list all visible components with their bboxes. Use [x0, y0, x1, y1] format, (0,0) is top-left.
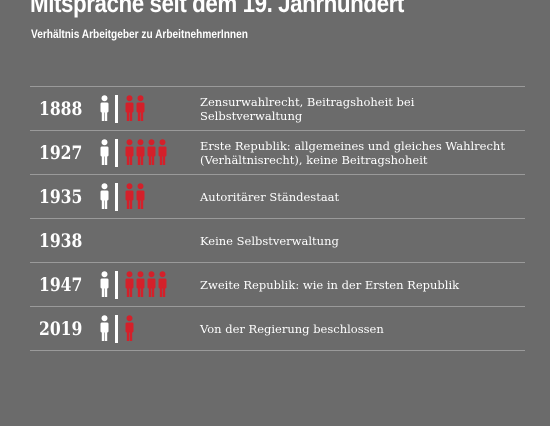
divider-bar-icon — [115, 271, 118, 299]
table-row: 1888 Zensurwahlrecht, Beitragshoheit bei… — [30, 86, 525, 130]
employee-person-icon — [158, 271, 167, 297]
row-year: 2019 — [39, 318, 83, 340]
row-description: Zweite Republik: wie in der Ersten Repub… — [200, 278, 460, 292]
page-subtitle: Verhältnis Arbeitgeber zu ArbeitnehmerIn… — [31, 29, 248, 41]
employee-person-icon — [125, 315, 134, 341]
ratio-icons — [100, 315, 185, 343]
employer-person-icon — [100, 315, 109, 341]
ratio-pictogram — [100, 139, 167, 167]
employee-person-icon — [136, 271, 145, 297]
table-row: 1927 Erste Republik: allgemeines und gle… — [30, 130, 525, 174]
ratio-pictogram — [100, 271, 167, 299]
ratio-icons — [100, 139, 185, 167]
row-year: 1935 — [39, 186, 83, 208]
table-row: 1938 Keine Selbstverwaltung — [30, 218, 525, 262]
row-year: 1938 — [39, 230, 83, 252]
employee-person-icon — [136, 95, 145, 121]
divider-bar-icon — [115, 95, 118, 123]
employer-person-icon — [100, 139, 109, 165]
employee-person-icon — [147, 271, 156, 297]
divider-bar-icon — [115, 183, 118, 211]
ratio-table: 1888 Zensurwahlrecht, Beitragshoheit bei… — [30, 86, 525, 351]
page-title: Mitsprache seit dem 19. Jahrhundert — [30, 0, 404, 18]
employer-person-icon — [100, 183, 109, 209]
row-description: Erste Republik: allgemeines und gleiches… — [200, 139, 505, 167]
employee-person-icon — [147, 139, 156, 165]
employee-person-icon — [158, 139, 167, 165]
employee-person-icon — [125, 183, 134, 209]
row-year: 1927 — [39, 142, 83, 164]
employee-person-icon — [125, 139, 134, 165]
table-row: 1935 Autoritärer Ständestaat — [30, 174, 525, 218]
employer-person-icon — [100, 271, 109, 297]
divider-bar-icon — [115, 139, 118, 167]
table-row: 2019 Von der Regierung beschlossen — [30, 306, 525, 351]
table-row: 1947 Zweite Republik: wie in der Ersten … — [30, 262, 525, 306]
ratio-pictogram — [100, 315, 134, 343]
employer-person-icon — [100, 95, 109, 121]
row-description: Zensurwahlrecht, Beitragshoheit bei Selb… — [200, 95, 415, 123]
employee-person-icon — [136, 183, 145, 209]
employee-person-icon — [125, 271, 134, 297]
row-description: Autoritärer Ständestaat — [200, 190, 340, 204]
employee-person-icon — [136, 139, 145, 165]
ratio-icons — [100, 271, 185, 299]
row-year: 1888 — [39, 98, 83, 120]
ratio-icons — [100, 183, 185, 211]
row-year: 1947 — [39, 274, 83, 296]
ratio-pictogram — [100, 183, 145, 211]
divider-bar-icon — [115, 315, 118, 343]
ratio-pictogram — [100, 95, 145, 123]
row-description: Keine Selbstverwaltung — [200, 234, 339, 248]
ratio-icons — [100, 95, 185, 123]
employee-person-icon — [125, 95, 134, 121]
row-description: Von der Regierung beschlossen — [200, 322, 384, 336]
